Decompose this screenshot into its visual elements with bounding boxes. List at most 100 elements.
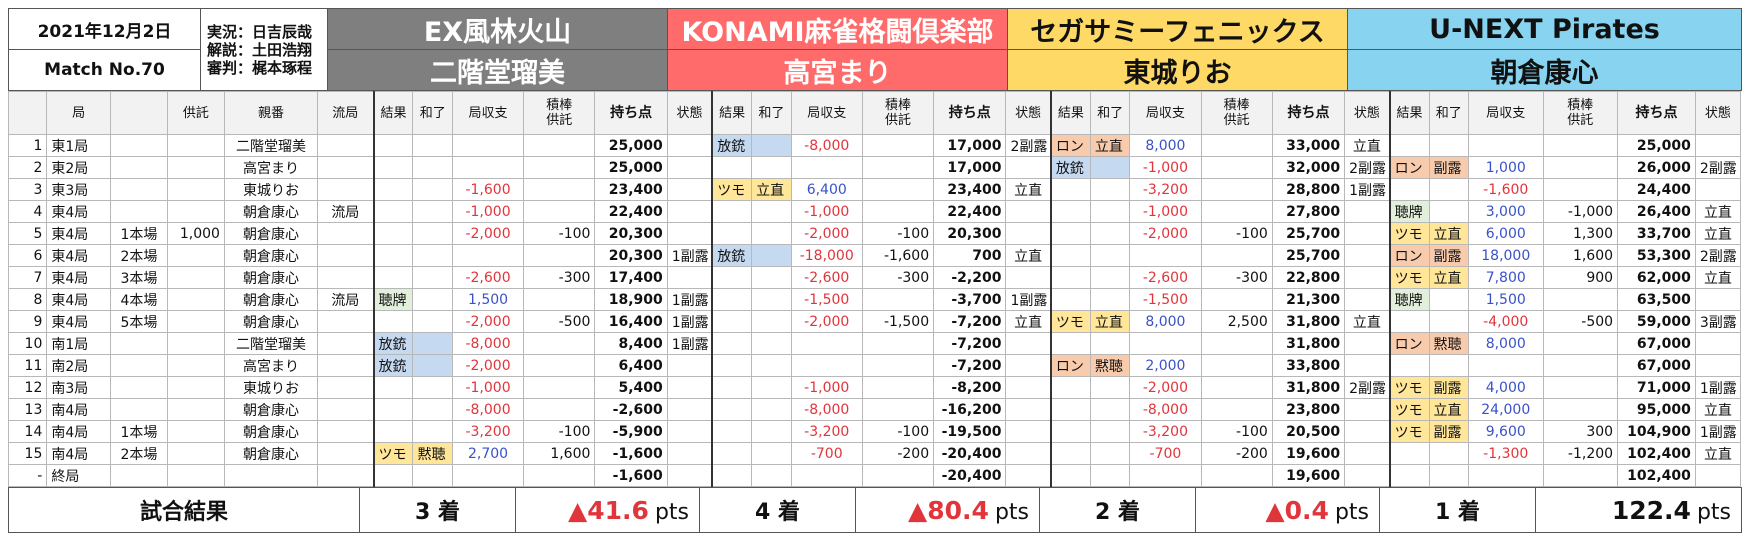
row-number: 6 — [7, 244, 48, 267]
agari-cell: 黙聴 — [412, 442, 453, 465]
balance-cell: -3,200 — [1129, 420, 1202, 443]
status-cell: 立直 — [1005, 244, 1052, 267]
sticks-cell — [1542, 178, 1619, 201]
result-cell — [711, 222, 753, 245]
table-row: 10 南1局 二階堂瑠美 放銃 -8,000 8,400 1副露 -7,200 31,800 ロン… — [7, 332, 1742, 355]
status-cell: 立直 — [1694, 398, 1742, 421]
sticks-cell — [861, 134, 935, 157]
hdr-no — [7, 91, 48, 135]
status-cell: 立直 — [1694, 200, 1742, 223]
status-cell: 立直 — [1344, 134, 1391, 157]
agari-cell — [1428, 464, 1469, 487]
agari-cell — [751, 310, 792, 333]
dealer-name: 高宮まり — [223, 156, 319, 179]
status-cell: 立直 — [1344, 310, 1391, 333]
status-cell: 立直 — [1694, 442, 1742, 465]
balance-cell: -1,000 — [790, 200, 863, 223]
honba: 1本場 — [109, 222, 168, 245]
balance-cell: 1,000 — [1467, 156, 1544, 179]
result-cell: 放銃 — [711, 134, 753, 157]
kyotaku — [166, 420, 225, 443]
hdr-status-3: 状態 — [1694, 91, 1742, 135]
sticks-cell: -100 — [861, 420, 935, 443]
balance-cell: 24,000 — [1467, 398, 1544, 421]
dealer-name: 東城りお — [223, 376, 319, 399]
round-table: 局供託 親番 流局 結果 和了 局収支 積棒 供託 持ち点 状態 結果 和了 局収支 積棒 供託 持ち点状… — [7, 91, 1742, 487]
agari-cell: 副露 — [1428, 376, 1469, 399]
result-cell — [372, 376, 414, 399]
agari-cell — [1089, 178, 1131, 201]
row-number: 15 — [7, 442, 48, 465]
agari-cell — [1089, 288, 1131, 311]
balance-cell: 8,000 — [1129, 134, 1202, 157]
balance-cell: -1,000 — [1129, 156, 1202, 179]
sticks-cell — [523, 376, 596, 399]
result-cell — [1049, 420, 1091, 443]
result-cell — [711, 420, 753, 443]
hdr-sticks-1: 積棒 供託 — [861, 91, 935, 135]
status-cell: 1副露 — [666, 310, 713, 333]
match-header: 2021年12月2日 実況：日吉辰哉 解説：土田浩翔 審判：梶本琢程 EX風林火… — [8, 8, 1742, 91]
points-value: 80.4 — [927, 495, 989, 525]
points-cell: 20,300 — [933, 222, 1007, 245]
points-cell: -1,600 — [594, 442, 668, 465]
agari-cell: 立直 — [1089, 134, 1131, 157]
agari-cell — [412, 288, 453, 311]
sticks-cell — [1200, 244, 1273, 267]
honba — [109, 354, 168, 377]
points-cell: 25,000 — [594, 134, 668, 157]
balance-cell: -1,600 — [451, 178, 525, 201]
balance-cell — [1129, 244, 1202, 267]
balance-cell: -2,600 — [451, 266, 525, 289]
round-name: 終局 — [46, 464, 111, 487]
result-cell: ロン — [1388, 156, 1430, 179]
agari-cell — [751, 442, 792, 465]
draw-mark — [317, 354, 375, 377]
round-name: 南4局 — [46, 420, 111, 443]
balance-cell — [790, 464, 863, 487]
result-cell: 放銃 — [372, 354, 414, 377]
status-cell — [1344, 442, 1391, 465]
status-cell — [1005, 442, 1052, 465]
result-cell — [711, 288, 753, 311]
points-cell: -16,200 — [933, 398, 1007, 421]
status-cell: 2副露 — [1694, 156, 1742, 179]
kyotaku — [166, 266, 225, 289]
hdr-oya: 親番 — [223, 91, 319, 135]
points-cell: 18,900 — [594, 288, 668, 311]
agari-cell — [412, 134, 453, 157]
points-cell: 27,800 — [1271, 200, 1346, 223]
points-cell: 104,900 — [1617, 420, 1696, 443]
balance-cell: 9,600 — [1467, 420, 1544, 443]
sticks-cell — [1200, 354, 1273, 377]
hdr-points-2: 持ち点 — [1271, 91, 1346, 135]
result-cell: 放銃 — [711, 244, 753, 267]
points-cell: 19,600 — [1271, 464, 1346, 487]
sticks-cell — [1200, 178, 1273, 201]
rank-2: 2 着 — [1039, 487, 1196, 533]
agari-cell — [751, 464, 792, 487]
round-name: 南3局 — [46, 376, 111, 399]
hdr-points-1: 持ち点 — [933, 91, 1007, 135]
row-number: 2 — [7, 156, 48, 179]
table-row: 2 東2局 高宮まり 25,000 17,000 放銃 -1,000 32,000 2副露 ロン副… — [7, 156, 1742, 179]
status-cell — [1344, 288, 1391, 311]
table-row: 7 東4局 3本場 朝倉康心 -2,600 -300 17,400 -2,600 -300 -2,… — [7, 266, 1742, 289]
kyotaku — [166, 134, 225, 157]
table-row: 13 南4局 朝倉康心 -8,000 -2,600 -8,000 -16,200 -8,000… — [7, 398, 1742, 421]
balance-cell: 3,000 — [1467, 200, 1544, 223]
balance-cell — [790, 354, 863, 377]
balance-cell: -700 — [1129, 442, 1202, 465]
result-cell — [711, 266, 753, 289]
rank-3: 1 着 — [1379, 487, 1536, 533]
points-cell: 26,400 — [1617, 200, 1696, 223]
agari-cell — [412, 354, 453, 377]
balance-cell: -1,000 — [790, 376, 863, 399]
sticks-cell: 900 — [1542, 266, 1619, 289]
dealer-name: 朝倉康心 — [223, 222, 319, 245]
points-cell: 17,000 — [933, 134, 1007, 157]
points-cell: 33,800 — [1271, 354, 1346, 377]
status-cell — [666, 200, 713, 223]
result-cell: ロン — [1049, 354, 1091, 377]
status-cell — [1005, 398, 1052, 421]
